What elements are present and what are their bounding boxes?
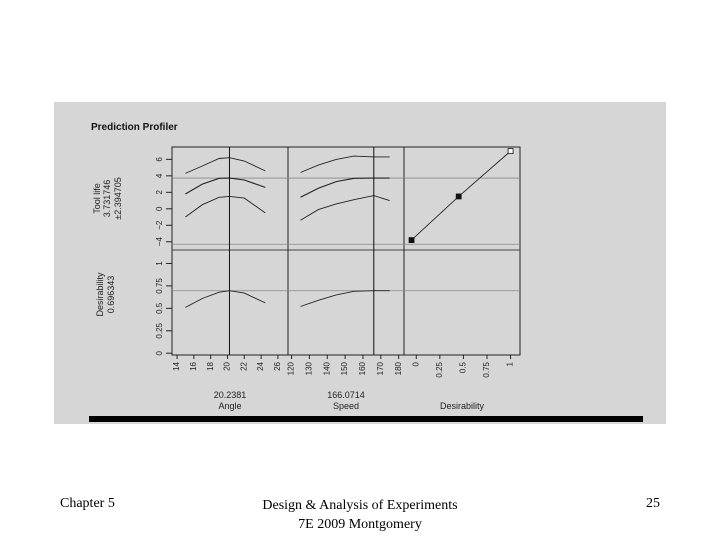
desirability-tick-label: 0 (155, 350, 164, 355)
book-reference: Design & Analysis of Experiments 7E 2009… (210, 496, 510, 534)
x-tick-label: 0 (411, 361, 420, 366)
x-tick-label: 22 (239, 361, 248, 370)
desirability-axis-title: Desirability (95, 272, 105, 317)
book-title: Design & Analysis of Experiments (262, 498, 458, 513)
response-axis-title: Tool life (92, 183, 102, 214)
desirability-tick-label: 0.75 (155, 278, 164, 294)
factor-current-value: 20.2381 (214, 390, 247, 400)
x-tick-label: 150 (340, 361, 349, 375)
x-tick-label: 0.75 (482, 361, 491, 377)
prediction-profiler-figure: Prediction Profiler 6 4 2 0 −2 −4 1 0.75 0.5 0.25 0… (54, 102, 666, 424)
x-tick-label: 14 (172, 361, 181, 370)
x-tick-label: 120 (287, 361, 296, 375)
desirability-curve (185, 290, 266, 308)
response-tick-label: −2 (155, 220, 164, 230)
chapter-label: Chapter 5 (60, 496, 115, 511)
response-current-value: 3.731746 (102, 180, 112, 218)
slide-divider (89, 416, 643, 422)
chart-title: Prediction Profiler (91, 122, 178, 133)
x-tick-label: 24 (256, 361, 265, 370)
book-edition: 7E 2009 Montgomery (298, 517, 422, 532)
x-tick-label: 26 (273, 361, 282, 370)
desirability-current-value: 0.696343 (106, 276, 116, 314)
response-tick-label: −4 (155, 237, 164, 247)
factor-current-value: 166.0714 (327, 390, 365, 400)
predicted-curve (185, 177, 266, 195)
factor-axis-title: Angle (218, 401, 241, 411)
x-tick-label: 170 (376, 361, 385, 375)
response-tick-label: 2 (155, 190, 164, 195)
factor-axis-title: Speed (333, 401, 359, 411)
desirability-point (408, 237, 415, 244)
x-tick-label: 160 (358, 361, 367, 375)
plot-frame (171, 146, 521, 356)
upper-confidence-curve (185, 157, 266, 174)
desirability-tick-label: 0.25 (155, 322, 164, 338)
x-tick-label: 0.5 (459, 361, 468, 373)
x-tick-label: 130 (305, 361, 314, 375)
page-number: 25 (646, 496, 660, 511)
desirability-point (507, 148, 514, 155)
profiler-chart: Prediction Profiler6420−2−410.750.50.250… (91, 122, 521, 411)
predicted-curve (300, 177, 390, 198)
desirability-curve (300, 290, 390, 307)
desirability-point (455, 193, 462, 200)
x-tick-label: 180 (394, 361, 403, 375)
x-tick-label: 1 (506, 361, 515, 366)
desirability-tick-label: 1 (155, 261, 164, 266)
x-tick-label: 18 (206, 361, 215, 370)
upper-confidence-curve (300, 155, 390, 173)
factor-axis-title: Desirability (440, 401, 485, 411)
response-tick-label: 0 (155, 206, 164, 211)
response-tick-label: 6 (155, 157, 164, 162)
x-tick-label: 140 (322, 361, 331, 375)
lower-confidence-curve (300, 195, 390, 221)
x-tick-label: 16 (189, 361, 198, 370)
lower-confidence-curve (185, 195, 266, 218)
response-interval: ±2.394705 (113, 177, 123, 219)
x-tick-label: 20 (223, 361, 232, 370)
desirability-tick-label: 0.5 (155, 302, 164, 314)
response-tick-label: 4 (155, 173, 164, 178)
x-tick-label: 0.25 (435, 361, 444, 377)
